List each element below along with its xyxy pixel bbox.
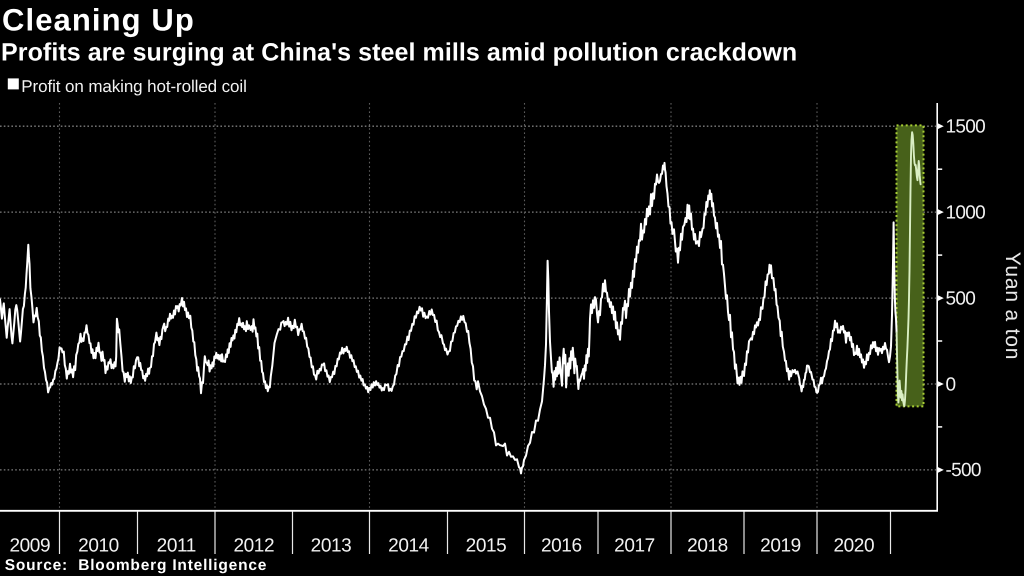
svg-text:1500: 1500: [946, 117, 986, 138]
svg-text:2009: 2009: [9, 536, 50, 557]
svg-text:2020: 2020: [833, 536, 874, 557]
svg-text:2018: 2018: [687, 536, 728, 557]
svg-text:1000: 1000: [946, 202, 986, 223]
svg-text:2013: 2013: [311, 536, 352, 557]
svg-text:2016: 2016: [541, 536, 582, 557]
svg-text:2017: 2017: [614, 536, 655, 557]
svg-text:Yuan a ton: Yuan a ton: [1001, 252, 1024, 360]
svg-text:-500: -500: [946, 460, 981, 481]
svg-text:Cleaning Up: Cleaning Up: [2, 3, 195, 38]
svg-text:2014: 2014: [388, 536, 430, 557]
svg-text:Source: Bloomberg Intelligenc: Source: Bloomberg Intelligence: [5, 557, 268, 574]
svg-text:0: 0: [946, 374, 956, 395]
svg-text:2015: 2015: [466, 536, 507, 557]
svg-text:2019: 2019: [760, 536, 801, 557]
svg-text:Profits are surging at China's: Profits are surging at China's steel mil…: [1, 38, 797, 66]
svg-text:500: 500: [946, 288, 976, 309]
svg-text:2011: 2011: [157, 536, 196, 557]
svg-text:2010: 2010: [78, 536, 119, 557]
svg-text:2012: 2012: [233, 536, 274, 557]
svg-text:Profit on making hot-rolled co: Profit on making hot-rolled coil: [21, 77, 246, 96]
